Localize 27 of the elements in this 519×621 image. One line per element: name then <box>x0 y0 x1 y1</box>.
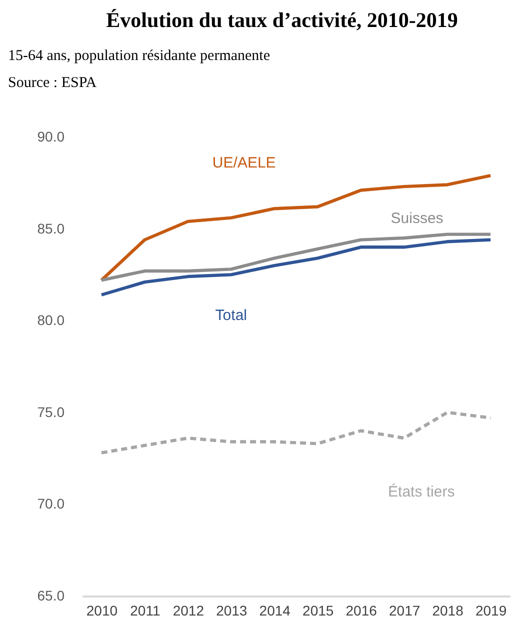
x-tick-label: 2016 <box>346 602 378 618</box>
line-series <box>100 174 492 282</box>
x-tick-label: 2018 <box>432 602 464 618</box>
series-label: Suisses <box>390 210 444 227</box>
x-tick-label: 2015 <box>302 602 334 618</box>
x-tick-label: 2019 <box>475 602 507 618</box>
text: UE/AELE <box>212 154 276 172</box>
chart-subtitle: 15-64 ans, population résidante permanente <box>8 48 270 64</box>
y-tick-label: 70.0 <box>37 496 65 512</box>
x-tick-label: 2012 <box>172 602 204 618</box>
x-tick-label: 2014 <box>259 602 291 618</box>
y-tick-label: 85.0 <box>37 220 65 236</box>
text: États tiers <box>388 482 455 500</box>
text: Total <box>215 307 247 324</box>
x-tick-label: 2017 <box>389 602 420 618</box>
y-tick-label: 75.0 <box>37 404 65 420</box>
y-tick-label: 65.0 <box>37 588 65 604</box>
x-tick-label: 2011 <box>130 602 160 618</box>
x-tick-label: 2010 <box>86 602 118 618</box>
chart-title: Évolution du taux d’activité, 2010-2019 <box>106 8 458 32</box>
source-note: Source : ESPA <box>8 75 97 91</box>
line-series <box>100 410 492 454</box>
y-tick-label: 90.0 <box>37 128 65 144</box>
y-tick-label: 80.0 <box>37 312 65 328</box>
line-series <box>100 238 492 296</box>
line-series <box>100 232 492 282</box>
x-tick-label: 2013 <box>216 602 248 618</box>
